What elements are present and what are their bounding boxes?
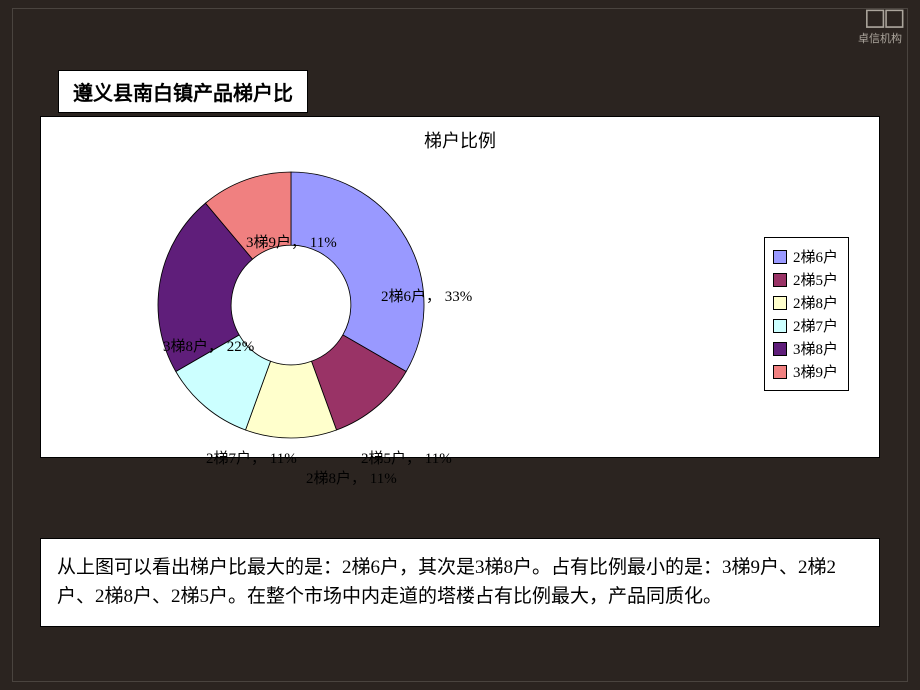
legend-swatch [773,342,787,356]
chart-panel: 梯户比例 2梯6户2梯5户2梯8户2梯7户3梯8户3梯9户 2梯6户， 33% 2… [40,116,880,458]
legend-swatch [773,296,787,310]
slice-label: 2梯6户， 33% [381,285,472,306]
logo-icon: ◻◻ [858,4,902,32]
legend-item: 2梯6户 [773,246,838,267]
logo-text: 卓信机构 [858,33,902,45]
slice-label: 2梯8户， 11% [306,467,397,488]
chart-title: 梯户比例 [41,127,879,153]
brand-logo: ◻◻ 卓信机构 [858,4,902,46]
page-title: 遵义县南白镇产品梯户比 [58,70,308,113]
legend-swatch [773,250,787,264]
slice-label: 2梯5户， 11% [361,447,452,468]
legend-label: 2梯7户 [793,315,838,336]
legend-swatch [773,273,787,287]
legend-label: 3梯9户 [793,361,838,382]
chart-legend: 2梯6户2梯5户2梯8户2梯7户3梯8户3梯9户 [764,237,849,391]
legend-label: 2梯5户 [793,269,838,290]
legend-item: 3梯8户 [773,338,838,359]
description-text: 从上图可以看出梯户比最大的是：2梯6户，其次是3梯8户。占有比例最小的是：3梯9… [40,538,880,627]
donut-slice [291,172,424,372]
legend-item: 3梯9户 [773,361,838,382]
slice-label: 2梯7户， 11% [206,447,297,468]
legend-swatch [773,365,787,379]
legend-item: 2梯7户 [773,315,838,336]
legend-label: 2梯6户 [793,246,838,267]
slice-label: 3梯9户， 11% [246,231,337,252]
legend-item: 2梯8户 [773,292,838,313]
legend-label: 3梯8户 [793,338,838,359]
slice-label: 3梯8户， 22% [163,335,254,356]
legend-swatch [773,319,787,333]
legend-item: 2梯5户 [773,269,838,290]
legend-label: 2梯8户 [793,292,838,313]
